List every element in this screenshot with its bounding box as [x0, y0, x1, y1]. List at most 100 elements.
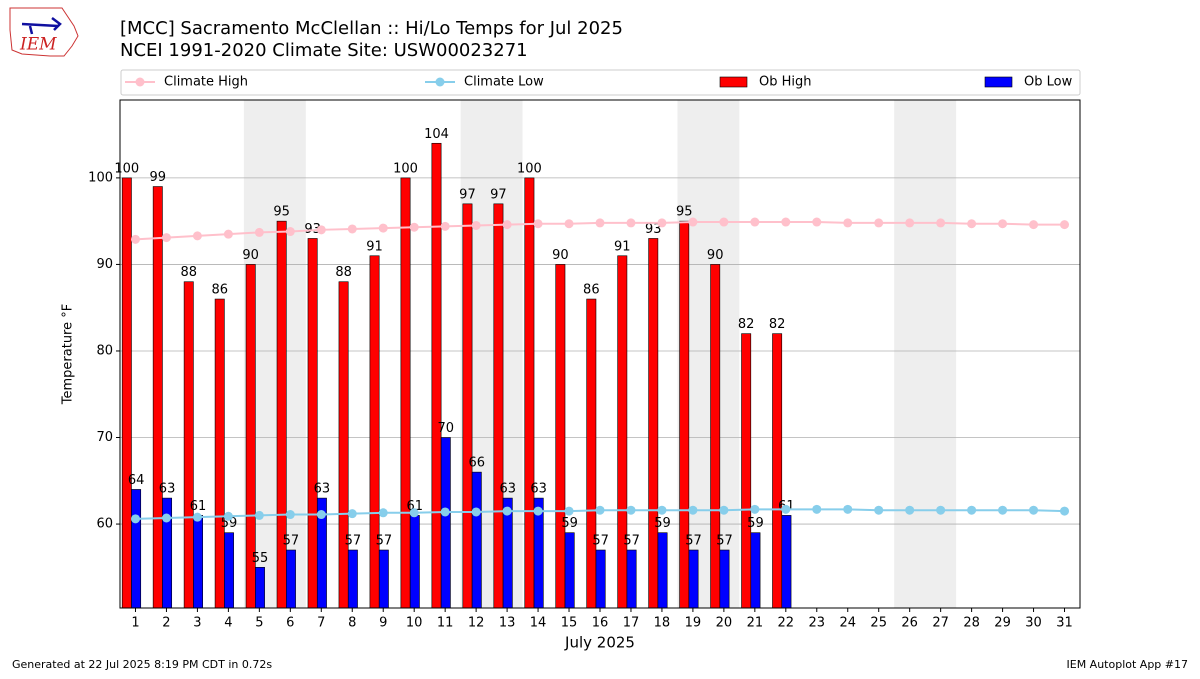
bar [121, 177, 132, 609]
climate-point [316, 510, 326, 520]
y-tick-label: 100 [88, 170, 113, 185]
data-label: 90 [242, 248, 259, 263]
bar [152, 186, 163, 609]
data-label: 59 [747, 516, 764, 531]
data-label: 59 [221, 516, 238, 531]
climate-point [905, 505, 915, 515]
data-label: 93 [645, 222, 662, 237]
climate-point [626, 505, 636, 515]
bar [555, 264, 566, 609]
data-label: 63 [159, 482, 176, 497]
bar [719, 549, 730, 609]
climate-point [161, 513, 171, 523]
bar [307, 238, 318, 609]
climate-point [502, 506, 512, 516]
y-tick-label: 70 [96, 430, 113, 445]
climate-point [998, 219, 1008, 229]
bar [431, 142, 442, 609]
bar [400, 177, 411, 609]
x-axis-label: July 2025 [564, 634, 635, 652]
data-label: 97 [459, 187, 476, 202]
bar [595, 549, 606, 609]
bar [369, 255, 380, 609]
climate-point [192, 231, 202, 241]
weekend-shade [894, 100, 957, 608]
climate-point [905, 218, 915, 228]
climate-point [998, 505, 1008, 515]
bar [750, 532, 761, 609]
data-label: 70 [438, 421, 455, 436]
bar [378, 549, 389, 609]
bar [440, 437, 451, 609]
climate-point [1029, 505, 1039, 515]
bar [781, 515, 792, 609]
y-tick-label: 60 [96, 517, 113, 532]
x-tick-label: 9 [379, 616, 387, 631]
bar [648, 238, 659, 609]
y-tick-label: 90 [96, 257, 113, 272]
chart-subtitle: NCEI 1991-2020 Climate Site: USW00023271 [120, 40, 528, 61]
bar [214, 298, 225, 609]
climate-point [688, 505, 698, 515]
data-label: 90 [707, 248, 724, 263]
data-label: 90 [552, 248, 569, 263]
bar [409, 515, 420, 609]
x-tick-label: 1 [131, 616, 139, 631]
data-label: 97 [490, 187, 507, 202]
footer-right: IEM Autoplot App #17 [1067, 658, 1189, 671]
x-tick-label: 26 [901, 616, 918, 631]
logo-text: IEM [19, 35, 57, 55]
climate-point [223, 511, 233, 521]
y-tick-label: 80 [96, 343, 113, 358]
bar [524, 177, 535, 609]
climate-point [471, 220, 481, 230]
climate-point [285, 227, 295, 237]
climate-point [1060, 220, 1070, 230]
climate-point [967, 505, 977, 515]
climate-point [595, 505, 605, 515]
climate-point [533, 506, 543, 516]
data-label: 91 [366, 239, 383, 254]
data-label: 99 [150, 170, 167, 185]
data-label: 86 [211, 283, 228, 298]
climate-point [223, 229, 233, 239]
x-tick-label: 24 [839, 616, 856, 631]
x-tick-label: 29 [994, 616, 1011, 631]
climate-point [471, 507, 481, 517]
x-tick-label: 10 [406, 616, 423, 631]
climate-point [161, 233, 171, 243]
x-tick-label: 31 [1056, 616, 1073, 631]
x-tick-label: 20 [716, 616, 733, 631]
data-label: 64 [128, 473, 145, 488]
data-label: 57 [623, 534, 640, 549]
climate-point [440, 507, 450, 517]
climate-point [967, 219, 977, 229]
data-label: 66 [468, 456, 485, 471]
data-label: 63 [530, 482, 547, 497]
x-tick-label: 14 [530, 616, 547, 631]
data-label: 82 [769, 317, 786, 332]
data-label: 91 [614, 239, 631, 254]
bar [131, 489, 142, 609]
legend-marker [435, 77, 445, 87]
climate-point [936, 505, 946, 515]
data-label: 57 [716, 534, 733, 549]
climate-point [192, 512, 202, 522]
climate-point [874, 218, 884, 228]
climate-point [347, 509, 357, 519]
legend-swatch [984, 76, 1013, 88]
climate-point [285, 510, 295, 520]
bar [224, 532, 234, 609]
data-label: 59 [561, 516, 578, 531]
legend-label: Ob High [759, 75, 812, 90]
x-tick-label: 23 [809, 616, 826, 631]
climate-point [316, 225, 326, 235]
chart-title: [MCC] Sacramento McClellan :: Hi/Lo Temp… [120, 18, 623, 39]
y-axis-label: Temperature °F [61, 304, 76, 405]
climate-point [750, 217, 760, 227]
data-label: 57 [376, 534, 393, 549]
legend-label: Climate Low [464, 75, 544, 90]
bar [183, 281, 194, 609]
x-tick-label: 6 [286, 616, 294, 631]
